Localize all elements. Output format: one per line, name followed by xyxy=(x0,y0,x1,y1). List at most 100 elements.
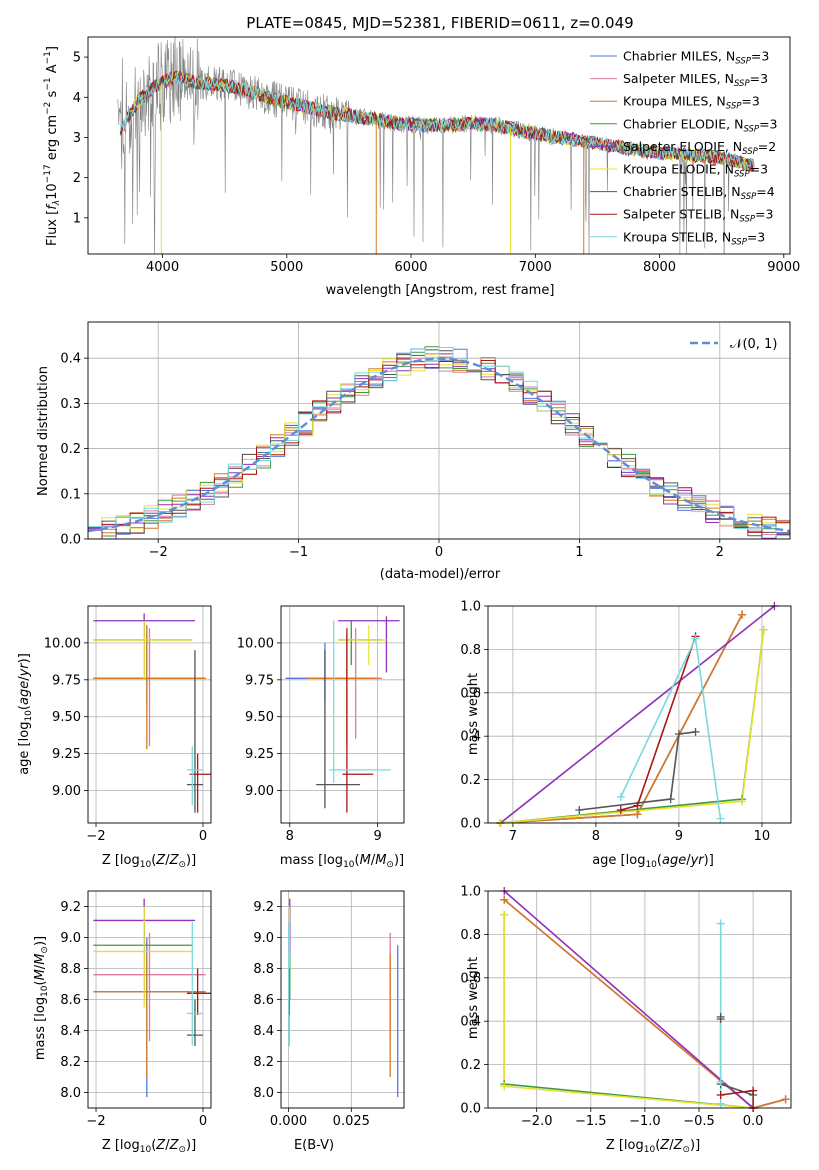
x-tick-label: 0.000 xyxy=(270,1114,307,1129)
y-tick-label: 9.50 xyxy=(245,710,274,725)
series-marker-kroupa-miles xyxy=(633,810,642,819)
x-tick-label: 7 xyxy=(509,829,517,844)
plot-area xyxy=(117,37,755,254)
series-marker-kroupa-stelib xyxy=(691,634,700,643)
plot-area xyxy=(281,891,404,1108)
series-marker-kroupa-stelib xyxy=(716,1077,725,1086)
legend-label: Salpeter MILES, NSSP=3 xyxy=(623,71,768,89)
series-marker-salpeter-stelib xyxy=(749,1086,758,1095)
legend-label: Kroupa MILES, NSSP=3 xyxy=(623,94,760,112)
y-tick-label: 8.8 xyxy=(60,962,81,977)
y-tick-label: 8.2 xyxy=(253,1055,274,1070)
histogram-kroupa-stelib xyxy=(88,347,790,537)
y-tick-label: 8.4 xyxy=(253,1024,274,1039)
series-marker-kroupa-miles xyxy=(500,895,509,904)
x-tick-label: 5000 xyxy=(270,260,303,275)
x-tick-label: 4000 xyxy=(146,260,179,275)
plot-area xyxy=(488,891,791,1108)
y-tick-label: 9.75 xyxy=(245,673,274,688)
y-tick-label: 4 xyxy=(73,91,81,106)
plot-area xyxy=(281,606,404,823)
axes-frame xyxy=(487,890,792,1109)
mass-ebv-xlabel: E(B-V) xyxy=(294,1138,334,1153)
y-tick-label: 9.00 xyxy=(245,784,274,799)
y-tick-label: 9.25 xyxy=(245,747,274,762)
legend-label: Chabrier ELODIE, NSSP=3 xyxy=(623,116,778,134)
age-vs-mass-panel: mass [log10(M/M⊙)] 8 9 9.00 9.25 9.50 9.75 10.… xyxy=(237,605,405,870)
x-tick-label: 0.0 xyxy=(743,1114,764,1129)
y-tick-label: 0.1 xyxy=(60,487,81,502)
mass-weight-vs-age-panel: age [log10(age/yr)] mass weight 7 8 9 10 0.0… xyxy=(460,600,792,870)
y-tick-label: 9.25 xyxy=(52,747,81,762)
x-tick-label: 10 xyxy=(754,829,771,844)
model-spectrum-chabrier-stelib xyxy=(120,70,755,171)
series-line-salpeter-miles xyxy=(500,614,743,823)
series-line-kroupa-elodie xyxy=(503,914,754,1108)
y-tick-label: 8.0 xyxy=(60,1086,81,1101)
legend-label: Kroupa STELIB, NSSP=3 xyxy=(623,229,765,247)
series-marker-kroupa-miles xyxy=(738,610,747,619)
residual-histogram-panel: (data-model)/error Normed distribution −… xyxy=(36,321,791,582)
mw-z-ylabel: mass weight xyxy=(466,957,481,1039)
x-tick-label: −1.0 xyxy=(629,1114,661,1129)
y-tick-label: 8.8 xyxy=(253,962,274,977)
y-tick-label: 0.4 xyxy=(460,730,481,745)
series-line-chabrier-elodie xyxy=(503,914,754,1108)
y-tick-label: 9.00 xyxy=(52,784,81,799)
axes-frame xyxy=(487,605,792,824)
x-tick-label: 0 xyxy=(435,545,443,560)
series-marker-kroupa-elodie xyxy=(738,797,747,806)
y-tick-label: 10.00 xyxy=(44,636,81,651)
x-tick-label: 8 xyxy=(286,829,294,844)
y-tick-label: 9.0 xyxy=(253,931,274,946)
series-marker-chabrier-stelib xyxy=(716,1015,725,1024)
x-tick-label: 9 xyxy=(374,829,382,844)
y-tick-label: 10.00 xyxy=(237,636,274,651)
axes-frame xyxy=(280,605,405,824)
y-tick-label: 8.6 xyxy=(253,993,274,1008)
y-tick-label: 0.2 xyxy=(460,773,481,788)
y-tick-label: 0.2 xyxy=(60,442,81,457)
legend-label: Chabrier STELIB, NSSP=4 xyxy=(623,184,775,202)
series-line-chabrier-miles xyxy=(500,614,743,823)
normal-curve xyxy=(88,357,790,533)
mass-vs-ebv-panel: E(B-V) 0.000 0.025 8.0 8.2 8.4 8.6 8.8 9.0 9.2 xyxy=(253,890,405,1153)
series-marker-kroupa-stelib xyxy=(716,814,725,823)
y-tick-label: 0.2 xyxy=(460,1058,481,1073)
plot-area xyxy=(488,606,791,823)
axes-frame xyxy=(280,890,405,1109)
axes-frame xyxy=(87,890,212,1109)
x-tick-label: −2 xyxy=(86,1114,105,1129)
legend-label: Salpeter STELIB, NSSP=3 xyxy=(623,207,773,225)
spectrum-xlabel: wavelength [Angstrom, rest frame] xyxy=(326,283,555,298)
series-line-kroupa-stelib xyxy=(620,635,722,819)
y-tick-label: 9.2 xyxy=(253,900,274,915)
mw-z-xlabel: Z [log10(Z/Z⊙)] xyxy=(606,1138,700,1155)
age-z-ylabel: age [log10(age/yr)] xyxy=(17,653,34,775)
series-marker-kroupa-elodie xyxy=(759,625,768,634)
legend-label: Chabrier MILES, NSSP=3 xyxy=(623,49,769,67)
y-tick-label: 0.8 xyxy=(460,643,481,658)
series-line-kroupa-miles xyxy=(500,614,743,823)
plot-area xyxy=(88,891,211,1108)
y-tick-label: 5 xyxy=(73,51,81,66)
mw-age-ylabel: mass weight xyxy=(466,673,481,755)
x-tick-label: 6000 xyxy=(394,260,427,275)
series-marker-kroupa-stelib xyxy=(716,919,725,928)
mw-age-xlabel: age [log10(age/yr)] xyxy=(592,853,714,870)
x-tick-label: 9 xyxy=(675,829,683,844)
y-tick-label: 0.4 xyxy=(60,352,81,367)
x-tick-label: 8000 xyxy=(643,260,676,275)
series-marker-kroupa-miles xyxy=(781,1095,790,1104)
series-line-salpeter-elodie xyxy=(500,606,775,823)
series-marker-chabrier-stelib xyxy=(691,727,700,736)
x-tick-label: −1 xyxy=(289,545,308,560)
series-marker-chabrier-stelib xyxy=(674,730,683,739)
y-tick-label: 0.0 xyxy=(460,1102,481,1117)
legend-label: Salpeter ELODIE, NSSP=2 xyxy=(623,139,776,157)
y-tick-label: 0.6 xyxy=(460,971,481,986)
x-tick-label: 0 xyxy=(199,829,207,844)
series-marker-kroupa-stelib xyxy=(716,1099,725,1108)
x-tick-label: 0 xyxy=(199,1114,207,1129)
series-marker-chabrier-stelib xyxy=(575,805,584,814)
